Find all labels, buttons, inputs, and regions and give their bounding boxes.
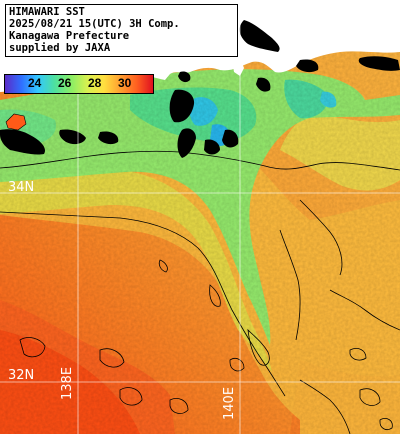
title-line-3: Kanagawa Prefecture — [9, 30, 130, 42]
colorbar-tick-26: 26 — [58, 76, 72, 90]
colorbar-tick-24: 24 — [28, 76, 42, 90]
lon-label-140e: 140E — [222, 386, 237, 420]
island-marker — [5, 113, 27, 131]
land-izu — [232, 58, 244, 76]
sst-colorbar — [4, 74, 154, 94]
lon-label-138e: 138E — [60, 366, 75, 400]
lat-label-34n: 34N — [8, 180, 35, 195]
cloud-mask — [0, 20, 400, 158]
colorbar-tick-28: 28 — [88, 76, 102, 90]
title-line-2: 2025/08/21 15(UTC) 3H Comp. — [9, 18, 180, 30]
lat-label-32n: 32N — [8, 368, 35, 383]
title-line-1: HIMAWARI SST — [9, 6, 85, 18]
title-box: HIMAWARI SST 2025/08/21 15(UTC) 3H Comp.… — [5, 4, 238, 57]
colorbar-tick-30: 30 — [118, 76, 132, 90]
title-line-4: supplied by JAXA — [9, 42, 111, 54]
